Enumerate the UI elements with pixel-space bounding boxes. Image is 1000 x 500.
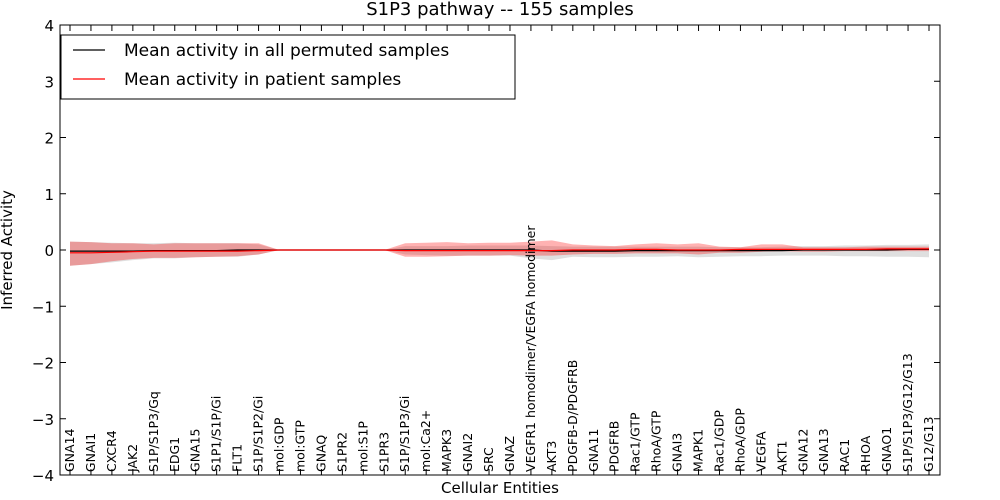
x-tick-label: RhoA/GTP: [649, 410, 664, 472]
x-tick-label: S1P1/S1P/Gi: [209, 396, 224, 472]
x-tick-label: S1P/S1P3/Gq: [146, 391, 161, 472]
x-tick-label: FLT1: [230, 444, 245, 472]
y-tick-label: 3: [44, 73, 54, 91]
y-tick-label: −2: [32, 355, 54, 373]
band-series-1: [70, 240, 929, 266]
line-series-1: [70, 248, 929, 254]
x-tick-label: GNA13: [816, 428, 831, 472]
x-tick-label: GNAI2: [460, 433, 475, 472]
x-tick-label: GNAI1: [83, 433, 98, 472]
y-tick-label: −1: [32, 298, 54, 316]
x-tick-label: PDGFB-D/PDGFRB: [565, 360, 580, 472]
x-axis-ticks: GNA14 GNAI1 CXCR4 JAK2 S1P/S1P3/Gq EDG1 GNA15 S…: [62, 25, 936, 475]
legend-label-patient: Mean activity in patient samples: [124, 70, 401, 90]
x-tick-label: MAPK3: [439, 429, 454, 472]
x-tick-label: Rac1/GTP: [628, 412, 643, 472]
x-tick-label: Rac1/GDP: [712, 410, 727, 472]
x-tick-label: AKT1: [774, 441, 789, 472]
x-tick-label: RhoA/GDP: [732, 408, 747, 472]
chart-title: S1P3 pathway -- 155 samples: [366, 0, 634, 20]
y-axis-ticks: −4 −3 −2 −1 0 1 2 3 4: [32, 17, 940, 485]
legend: Mean activity in all permuted samples Me…: [60, 34, 516, 100]
series-lines: [70, 248, 929, 254]
y-tick-label: −3: [32, 411, 54, 429]
plot-frame: [59, 24, 941, 476]
y-tick-label: 1: [44, 186, 54, 204]
x-tick-label: PDGFRB: [607, 421, 622, 472]
x-tick-label: mol:Ca2+: [418, 410, 433, 472]
x-tick-label: S1P/S1P3/Gi: [397, 396, 412, 472]
y-tick-label: 4: [44, 17, 54, 35]
x-tick-label: MAPK1: [691, 429, 706, 472]
x-tick-label: VEGFR1 homodimer/VEGFA homodimer: [523, 225, 538, 472]
x-tick-label: RAC1: [837, 439, 852, 472]
legend-label-permuted: Mean activity in all permuted samples: [124, 41, 449, 61]
error-bands: [70, 240, 929, 266]
band-series-0: [70, 241, 929, 266]
x-tick-label: AKT3: [544, 441, 559, 472]
x-tick-label: EDG1: [167, 437, 182, 472]
x-tick-label: VEGFA: [753, 431, 768, 472]
y-tick-label: −4: [32, 467, 54, 485]
legend-frame: [60, 34, 516, 100]
x-tick-label: mol:GDP: [272, 417, 287, 472]
x-tick-label: mol:GTP: [293, 420, 308, 472]
x-tick-label: GNAQ: [313, 435, 328, 472]
x-tick-label: S1PR3: [376, 432, 391, 472]
x-tick-label: GNAO1: [879, 427, 894, 472]
y-tick-label: 2: [44, 130, 54, 148]
x-tick-label: GNAI3: [670, 433, 685, 472]
x-tick-label: GNA15: [188, 428, 203, 472]
y-axis-label: Inferred Activity: [0, 190, 16, 310]
x-tick-label: RHOA: [858, 435, 873, 472]
x-axis-label: Cellular Entities: [441, 479, 559, 497]
x-tick-label: S1P/S1P3/G12/G13: [900, 353, 915, 472]
x-tick-label: GNA11: [586, 429, 601, 473]
x-tick-label: G12/G13: [921, 417, 936, 472]
x-tick-label: JAK2: [125, 444, 140, 473]
x-tick-label: S1P/S1P2/Gi: [251, 396, 266, 472]
x-tick-label: S1PR2: [334, 432, 349, 472]
x-tick-label: GNA12: [795, 429, 810, 473]
y-tick-label: 0: [44, 242, 54, 260]
x-tick-label: GNAZ: [502, 436, 517, 472]
x-tick-label: SRC: [481, 447, 496, 472]
x-tick-label: CXCR4: [104, 430, 119, 472]
x-tick-label: GNA14: [62, 428, 77, 472]
x-tick-label: mol:S1P: [355, 421, 370, 472]
